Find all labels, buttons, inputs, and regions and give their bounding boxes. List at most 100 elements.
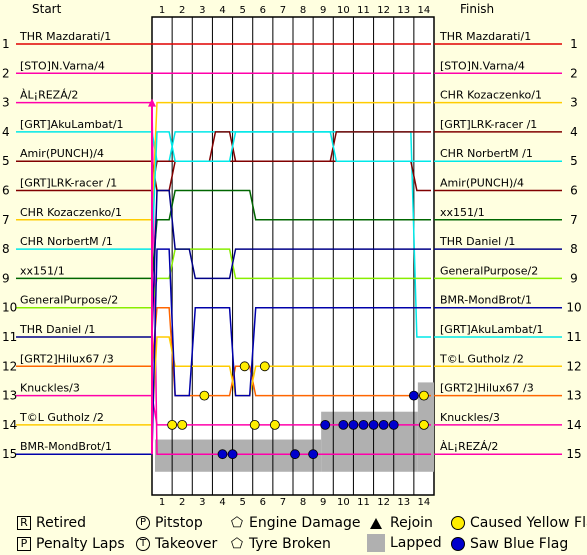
position-tick-right: 13 bbox=[566, 389, 581, 403]
finish-header: Finish bbox=[460, 2, 494, 16]
finish-driver-label: GeneralPurpose/2 bbox=[440, 264, 538, 277]
retired-icon: R bbox=[17, 516, 31, 530]
legend-pitstop: P Pitstop bbox=[136, 515, 203, 531]
legend-blue-label: Saw Blue Flag bbox=[470, 536, 569, 552]
lap-tick-top: 6 bbox=[260, 5, 266, 16]
blue-flag-marker bbox=[378, 419, 389, 430]
finish-driver-label: xx151/1 bbox=[440, 206, 485, 219]
start-driver-label: ÀL¡REZÁ/2 bbox=[20, 89, 78, 102]
yellow-flag-icon bbox=[451, 516, 465, 530]
position-tick-left: 11 bbox=[2, 330, 17, 344]
finish-driver-label: ÀL¡REZÁ/2 bbox=[440, 440, 498, 453]
lap-tick-top: 7 bbox=[280, 5, 286, 16]
lap-tick-top: 12 bbox=[377, 5, 390, 16]
series-line bbox=[151, 336, 431, 425]
lap-tick-bottom: 9 bbox=[320, 497, 326, 508]
yellow-flag-marker bbox=[199, 390, 210, 401]
legend-retired-label: Retired bbox=[36, 515, 87, 531]
position-tick-left: 12 bbox=[2, 359, 17, 373]
lap-tick-top: 3 bbox=[199, 5, 205, 16]
pitstop-icon: P bbox=[136, 516, 150, 530]
blue-flag-marker bbox=[217, 449, 228, 460]
yellow-flag-marker bbox=[259, 361, 270, 372]
yellow-flag-marker bbox=[269, 419, 280, 430]
engine-damage-icon: ⬠ bbox=[230, 515, 244, 531]
position-tick-left: 1 bbox=[2, 37, 10, 51]
position-tick-right: 5 bbox=[570, 154, 578, 168]
series-line bbox=[151, 102, 431, 455]
lap-tick-bottom: 4 bbox=[219, 497, 225, 508]
lap-tick-bottom: 10 bbox=[337, 497, 350, 508]
yellow-flag-marker bbox=[419, 419, 429, 430]
series-line bbox=[151, 101, 431, 220]
blue-flag-marker bbox=[388, 419, 399, 430]
lap-tick-top: 1 bbox=[159, 5, 165, 16]
position-tick-right: 6 bbox=[570, 184, 578, 198]
lap-tick-top: 10 bbox=[337, 5, 350, 16]
finish-driver-label: CHR Kozaczenko/1 bbox=[440, 89, 542, 102]
blue-flag-marker bbox=[338, 419, 349, 430]
race-position-chart: 11223344556677889910101111121213131414St… bbox=[2, 2, 582, 508]
start-driver-label: CHR Kozaczenko/1 bbox=[20, 206, 122, 219]
position-tick-left: 7 bbox=[2, 213, 10, 227]
position-tick-right: 8 bbox=[570, 242, 578, 256]
legend-pitstop-label: Pitstop bbox=[155, 515, 203, 531]
lap-tick-top: 4 bbox=[219, 5, 225, 16]
position-tick-left: 3 bbox=[2, 96, 10, 110]
position-tick-right: 4 bbox=[570, 125, 578, 139]
start-driver-label: CHR NorbertM /1 bbox=[20, 235, 113, 248]
blue-flag-marker bbox=[368, 419, 379, 430]
position-tick-left: 14 bbox=[2, 418, 17, 432]
position-tick-left: 6 bbox=[2, 184, 10, 198]
position-tick-right: 2 bbox=[570, 66, 578, 80]
blue-flag-icon bbox=[451, 537, 465, 551]
legend-engine: ⬠ Engine Damage bbox=[230, 515, 361, 531]
position-tick-right: 14 bbox=[566, 418, 581, 432]
start-driver-label: THR Mazdarati/1 bbox=[19, 30, 111, 43]
legend-rejoin: Rejoin bbox=[370, 515, 433, 531]
lap-tick-top: 14 bbox=[418, 5, 431, 16]
legend-rejoin-label: Rejoin bbox=[390, 515, 433, 531]
yellow-flag-marker bbox=[419, 390, 429, 401]
series-line bbox=[151, 248, 431, 455]
lap-tick-top: 13 bbox=[397, 5, 410, 16]
lap-tick-bottom: 2 bbox=[179, 497, 185, 508]
lap-tick-bottom: 11 bbox=[357, 497, 370, 508]
start-driver-label: T©L Gutholz /2 bbox=[19, 411, 104, 424]
position-tick-right: 11 bbox=[566, 330, 581, 344]
blue-flag-marker bbox=[358, 419, 369, 430]
yellow-flag-marker bbox=[167, 419, 178, 430]
lapped-icon bbox=[367, 534, 385, 552]
series-line bbox=[151, 189, 431, 338]
lap-tick-bottom: 13 bbox=[397, 497, 410, 508]
start-driver-label: BMR-MondBrot/1 bbox=[20, 440, 112, 453]
lap-tick-bottom: 8 bbox=[300, 497, 306, 508]
position-tick-left: 4 bbox=[2, 125, 10, 139]
lap-tick-bottom: 7 bbox=[280, 497, 286, 508]
start-driver-label: xx151/1 bbox=[20, 264, 65, 277]
legend-yellow-label: Caused Yellow Flag bbox=[470, 515, 587, 531]
position-tick-right: 15 bbox=[566, 447, 581, 461]
start-driver-label: [GRT2]Hilux67 /3 bbox=[20, 352, 114, 365]
position-tick-right: 1 bbox=[570, 37, 578, 51]
legend-tyre: ⬠ Tyre Broken bbox=[230, 536, 331, 552]
lap-tick-bottom: 3 bbox=[199, 497, 205, 508]
lap-tick-top: 9 bbox=[320, 5, 326, 16]
finish-driver-label: THR Daniel /1 bbox=[439, 235, 515, 248]
lap-tick-bottom: 6 bbox=[260, 497, 266, 508]
blue-flag-marker bbox=[308, 449, 319, 460]
position-tick-right: 9 bbox=[570, 271, 578, 285]
position-tick-left: 5 bbox=[2, 154, 10, 168]
position-tick-left: 15 bbox=[2, 447, 17, 461]
start-driver-label: [GRT]LRK-racer /1 bbox=[20, 177, 117, 190]
start-header: Start bbox=[32, 2, 62, 16]
legend-retired: R Retired bbox=[17, 515, 86, 531]
lapped-shading bbox=[321, 411, 418, 472]
finish-driver-label: [GRT2]Hilux67 /3 bbox=[440, 382, 534, 395]
start-driver-label: [GRT]AkuLambat/1 bbox=[20, 118, 124, 131]
finish-driver-label: Amir(PUNCH)/4 bbox=[440, 177, 524, 190]
finish-driver-label: Knuckles/3 bbox=[440, 411, 500, 424]
rejoin-icon bbox=[370, 517, 382, 529]
finish-driver-label: BMR-MondBrot/1 bbox=[440, 294, 532, 307]
yellow-flag-marker bbox=[249, 419, 260, 430]
